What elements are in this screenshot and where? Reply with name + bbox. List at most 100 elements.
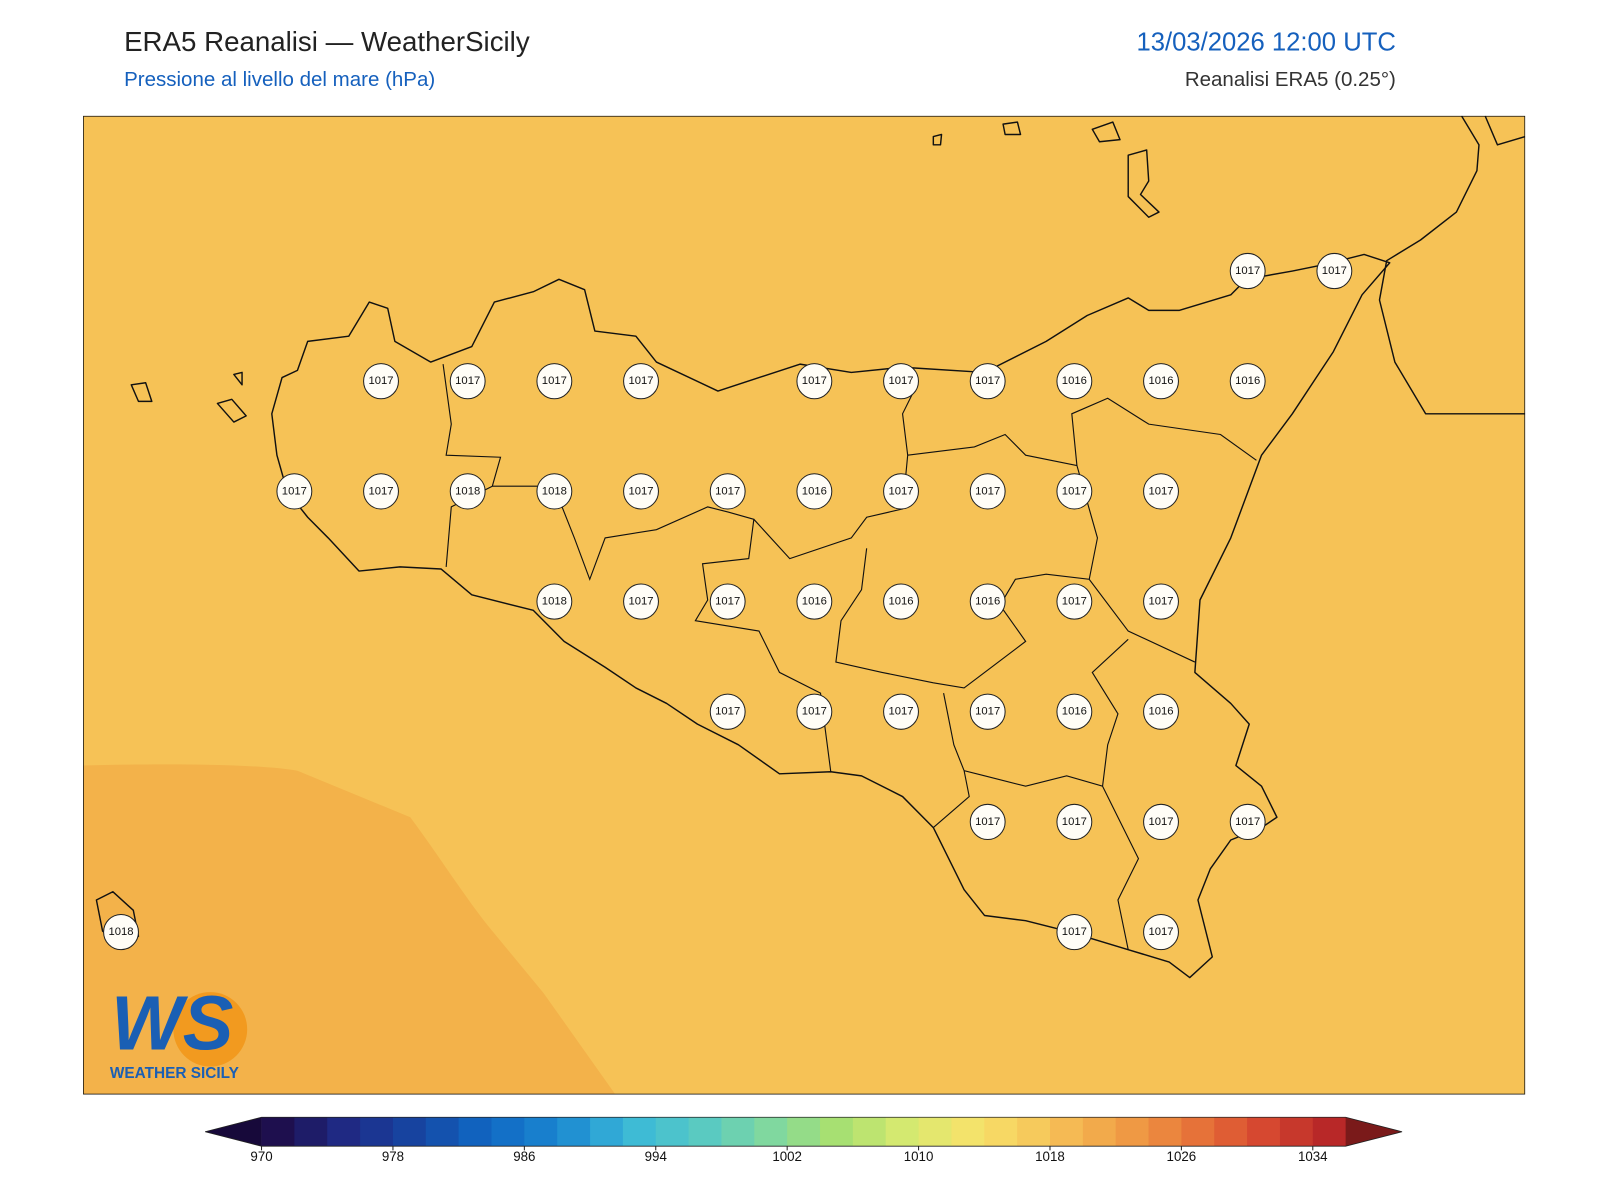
colorbar-segment [491, 1117, 525, 1147]
station-value: 1017 [1062, 816, 1087, 828]
colorbar-tick-label: 1018 [1035, 1149, 1065, 1164]
colorbar-segment [261, 1117, 295, 1147]
station-value: 1016 [1148, 706, 1173, 718]
station-value: 1016 [802, 485, 827, 497]
station-marker [1056, 803, 1093, 841]
colorbar-segment [392, 1117, 427, 1147]
station-marker [1143, 583, 1179, 620]
station-marker [623, 583, 659, 620]
station-value: 1017 [1148, 816, 1173, 828]
sicily-coast [271, 253, 1391, 979]
colorbar-segment [1247, 1117, 1281, 1147]
station-value: 1016 [975, 596, 1000, 608]
station-value: 1017 [715, 596, 740, 608]
colorbar-segment [984, 1117, 1018, 1147]
colorbar-tick-label: 1034 [1298, 1149, 1328, 1164]
station-marker [709, 583, 746, 620]
colorbar-tick-label: 986 [513, 1149, 535, 1164]
station-marker [1056, 693, 1093, 730]
station-value: 1016 [1062, 706, 1087, 718]
logo-mark: WS [111, 981, 233, 1066]
colorbar-under [205, 1117, 262, 1147]
station-marker [1229, 252, 1266, 290]
colorbar-outline [205, 1116, 1403, 1147]
colorbar-tick-label: 1026 [1167, 1149, 1197, 1164]
colorbar-segment [721, 1117, 755, 1147]
station-marker [969, 693, 1006, 730]
station-value: 1017 [975, 816, 1000, 828]
station-value: 1017 [1235, 816, 1260, 828]
station-marker [536, 363, 573, 400]
colorbar-segment [360, 1117, 394, 1147]
subtitle: Pressione al livello del mare (hPa) [124, 68, 435, 91]
station-marker [1056, 913, 1093, 951]
station-value: 1017 [975, 375, 1000, 387]
station-value: 1016 [888, 596, 913, 608]
colorbar-segment [918, 1117, 952, 1147]
station-marker [536, 583, 573, 620]
colorbar-segment [787, 1117, 821, 1147]
colorbar-segment [458, 1117, 493, 1147]
colorbar-segment [622, 1117, 657, 1147]
station-marker [883, 693, 919, 730]
station-marker [1056, 473, 1093, 510]
station-value: 1017 [975, 485, 1000, 497]
title: ERA5 Reanalisi — WeatherSicily [124, 26, 530, 57]
station-marker [1143, 913, 1179, 951]
colorbar-segment [294, 1117, 328, 1147]
colorbar-tick-label: 1010 [904, 1149, 934, 1164]
station-marker [363, 473, 399, 510]
colorbar-segment [327, 1117, 361, 1147]
colorbar-tick-label: 970 [250, 1149, 272, 1164]
station-marker [1143, 693, 1179, 730]
colorbar-segment [1148, 1117, 1182, 1147]
station-value: 1016 [802, 596, 827, 608]
colorbar-over [1345, 1117, 1403, 1147]
station-value: 1017 [455, 375, 480, 387]
station-value: 1018 [542, 596, 567, 608]
station-marker [1316, 252, 1353, 290]
station-marker [363, 363, 399, 400]
station-marker [883, 363, 919, 400]
colorbar-segment [1312, 1117, 1347, 1147]
station-value: 1017 [1235, 265, 1260, 277]
station-marker [1056, 583, 1093, 620]
station-value: 1017 [715, 485, 740, 497]
source: Reanalisi ERA5 (0.25°) [1185, 68, 1396, 91]
calabria-coast [1378, 115, 1526, 415]
station-value: 1017 [1148, 596, 1173, 608]
colorbar-segment [655, 1117, 690, 1147]
station-value: 1016 [1148, 375, 1173, 387]
colorbar-segment [1115, 1117, 1150, 1147]
station-marker [449, 363, 486, 400]
colorbar-segment [885, 1117, 920, 1147]
station-marker [1143, 803, 1179, 841]
colorbar-segment [754, 1117, 788, 1147]
colorbar-segment [590, 1117, 624, 1147]
station-layer: 1017 1017 1017 1017 1017 1017 1017 1017 1017 1016… [103, 252, 1353, 951]
map [83, 115, 1526, 1095]
colorbar: 970 978 986 994 1002 1010 1018 1026 1034 [205, 1116, 1403, 1164]
datetime: 13/03/2026 12:00 UTC [1136, 28, 1395, 56]
station-value: 1017 [282, 485, 307, 497]
colorbar-tick-label: 1002 [772, 1149, 802, 1164]
station-value: 1017 [628, 596, 653, 608]
station-value: 1017 [888, 485, 913, 497]
logo-text: WEATHER SICILY [110, 1065, 240, 1082]
station-marker [1229, 803, 1266, 841]
station-marker [883, 473, 919, 510]
station-marker [796, 473, 833, 510]
station-value: 1018 [108, 926, 133, 938]
colorbar-tick-label: 994 [645, 1149, 668, 1164]
station-marker [969, 583, 1006, 620]
station-marker [1056, 363, 1093, 400]
station-value: 1017 [1322, 265, 1347, 277]
colorbar-segment [524, 1117, 558, 1147]
logo: WS WEATHER SICILY [110, 981, 248, 1082]
colorbar-segment [557, 1117, 591, 1147]
colorbar-segment [1017, 1117, 1051, 1147]
coast [1484, 115, 1526, 146]
colorbar-segment [1214, 1117, 1248, 1147]
islands [95, 121, 1160, 948]
